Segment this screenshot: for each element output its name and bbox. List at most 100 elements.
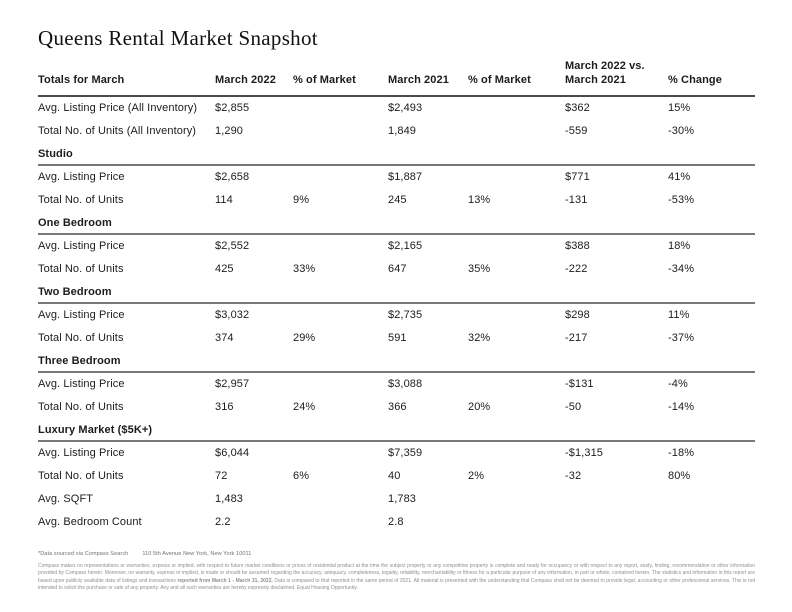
cell-value: 41%	[668, 171, 691, 183]
disclaimer-text-1: Compass makes no representations or warr…	[38, 562, 755, 584]
cell-value: 1,290	[215, 125, 244, 137]
table-row: Avg. Listing Price $2,658 $1,887 $771 41%	[38, 166, 755, 189]
cell-value: -$131	[565, 378, 594, 390]
cell-value: 18%	[668, 240, 691, 252]
office-address: 110 5th Avenue New York, New York 10011	[142, 550, 252, 557]
table-row: Avg. Listing Price $2,552 $2,165 $388 18%	[38, 235, 755, 258]
disclaimer-bold-dates: reported from March 1 - March 31, 2022.	[177, 577, 273, 584]
cell-value: -217	[565, 332, 588, 344]
row-label: Total No. of Units	[38, 263, 124, 275]
cell-value: 245	[388, 194, 407, 206]
cell-value: 9%	[293, 194, 310, 206]
column-header-6: % Change	[668, 73, 722, 86]
table-row: Avg. Listing Price $2,957 $3,088 -$131 -4%	[38, 373, 755, 396]
data-source-note: *Data sourced via Compass Search	[38, 550, 129, 557]
cell-value: -222	[565, 263, 588, 275]
table-row: Avg. SQFT 1,483 1,783	[38, 488, 755, 511]
row-label: Total No. of Units (All Inventory)	[38, 125, 197, 137]
market-table: Totals for March March 2022 % of Market Mar…	[38, 60, 755, 534]
row-label: Total No. of Units	[38, 332, 124, 344]
cell-value: -53%	[668, 194, 695, 206]
cell-value: -131	[565, 194, 588, 206]
row-label: Avg. Listing Price	[38, 378, 125, 390]
cell-value: -559	[565, 125, 588, 137]
table-row: Avg. Listing Price $6,044 $7,359 -$1,315 -18…	[38, 442, 755, 465]
cell-value: 1,849	[388, 125, 417, 137]
cell-value: $2,735	[388, 309, 423, 321]
cell-value: 2%	[468, 470, 485, 482]
table-row: Avg. Bedroom Count 2.2 2.8	[38, 511, 755, 534]
row-label: Avg. Listing Price	[38, 240, 125, 252]
row-label: Total No. of Units	[38, 401, 124, 413]
cell-value: $2,658	[215, 171, 250, 183]
cell-value: 11%	[668, 309, 690, 321]
cell-value: 374	[215, 332, 234, 344]
table-row: Avg. Listing Price $3,032 $2,735 $298 11%	[38, 304, 755, 327]
cell-value: 40	[388, 470, 401, 482]
cell-value: $2,957	[215, 378, 250, 390]
table-row: Total No. of Units (All Inventory) 1,290 1…	[38, 120, 755, 143]
cell-value: -4%	[668, 378, 688, 390]
cell-value: 647	[388, 263, 407, 275]
cell-value: 80%	[668, 470, 691, 482]
column-header-5: March 2022 vs. March 2021	[565, 60, 645, 86]
table-row: Total No. of Units 114 9% 245 13% -131 -53%	[38, 189, 755, 212]
table-row: Total No. of Units 425 33% 647 35% -222 -34%	[38, 258, 755, 281]
table-body: Avg. Listing Price (All Inventory) $2,855…	[38, 97, 755, 534]
column-header-3: March 2021	[388, 73, 449, 86]
cell-value: 32%	[468, 332, 491, 344]
cell-value: -30%	[668, 125, 695, 137]
section-header: Studio	[38, 143, 755, 166]
table-row: Avg. Listing Price (All Inventory) $2,855…	[38, 97, 755, 120]
cell-value: $298	[565, 309, 590, 321]
cell-value: $6,044	[215, 447, 250, 459]
cell-value: 72	[215, 470, 228, 482]
cell-value: -50	[565, 401, 582, 413]
cell-value: 33%	[293, 263, 316, 275]
section-header: Luxury Market ($5K+)	[38, 419, 755, 442]
cell-value: 425	[215, 263, 234, 275]
cell-value: 2.8	[388, 516, 404, 528]
cell-value: 20%	[468, 401, 491, 413]
column-header-4: % of Market	[468, 73, 531, 86]
cell-value: $388	[565, 240, 590, 252]
cell-value: 1,483	[215, 493, 244, 505]
table-row: Total No. of Units 374 29% 591 32% -217 -37%	[38, 327, 755, 350]
table-row: Total No. of Units 72 6% 40 2% -32 80%	[38, 465, 755, 488]
row-label: Avg. Listing Price	[38, 309, 125, 321]
footer: *Data sourced via Compass Search 110 5th …	[38, 551, 755, 593]
cell-value: $362	[565, 102, 590, 114]
cell-value: -14%	[668, 401, 695, 413]
cell-value: 6%	[293, 470, 310, 482]
column-header-1: March 2022	[215, 73, 276, 86]
page-title: Queens Rental Market Snapshot	[38, 26, 318, 50]
section-header: One Bedroom	[38, 212, 755, 235]
cell-value: 13%	[468, 194, 491, 206]
cell-value: 316	[215, 401, 234, 413]
cell-value: $2,855	[215, 102, 250, 114]
section-header: Two Bedroom	[38, 281, 755, 304]
cell-value: 591	[388, 332, 407, 344]
column-header-0: Totals for March	[38, 73, 125, 86]
row-label: Avg. Listing Price (All Inventory)	[38, 102, 198, 114]
cell-value: 2.2	[215, 516, 231, 528]
row-label: Avg. Bedroom Count	[38, 516, 142, 528]
cell-value: 114	[215, 194, 233, 206]
row-label: Avg. Listing Price	[38, 447, 125, 459]
cell-value: -$1,315	[565, 447, 604, 459]
cell-value: $7,359	[388, 447, 423, 459]
cell-value: 24%	[293, 401, 316, 413]
cell-value: 15%	[668, 102, 691, 114]
cell-value: -18%	[668, 447, 695, 459]
cell-value: $3,088	[388, 378, 423, 390]
cell-value: $2,552	[215, 240, 250, 252]
cell-value: 29%	[293, 332, 316, 344]
cell-value: $3,032	[215, 309, 250, 321]
cell-value: $2,493	[388, 102, 423, 114]
cell-value: 1,783	[388, 493, 417, 505]
source-line: *Data sourced via Compass Search 110 5th …	[38, 551, 755, 557]
section-header: Three Bedroom	[38, 350, 755, 373]
cell-value: $771	[565, 171, 590, 183]
cell-value: 35%	[468, 263, 491, 275]
